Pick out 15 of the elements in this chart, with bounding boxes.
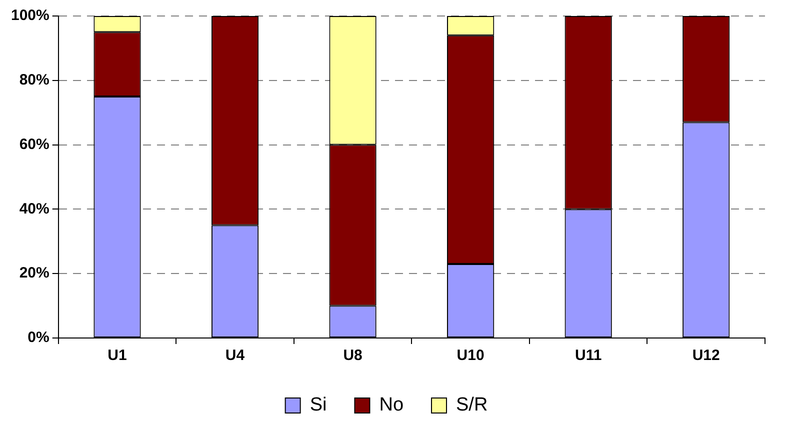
legend-label: S/R [456, 394, 488, 416]
x-tick-label: U11 [574, 347, 602, 364]
x-tick-label: U10 [456, 347, 484, 364]
legend-label: No [379, 394, 404, 416]
y-tick-label: 0% [28, 329, 50, 346]
y-tick-label: 40% [19, 200, 50, 218]
legend-label: Si [310, 394, 327, 416]
y-tick-label: 100% [10, 7, 50, 24]
x-tick-label: U1 [108, 347, 127, 364]
x-tick-label: U4 [225, 347, 246, 364]
y-tick-label: 20% [19, 264, 50, 282]
y-tick-label: 80% [19, 72, 50, 89]
x-tick-label: U8 [343, 347, 362, 364]
x-tick-label: U12 [692, 347, 720, 364]
y-tick-label: 60% [19, 136, 50, 153]
